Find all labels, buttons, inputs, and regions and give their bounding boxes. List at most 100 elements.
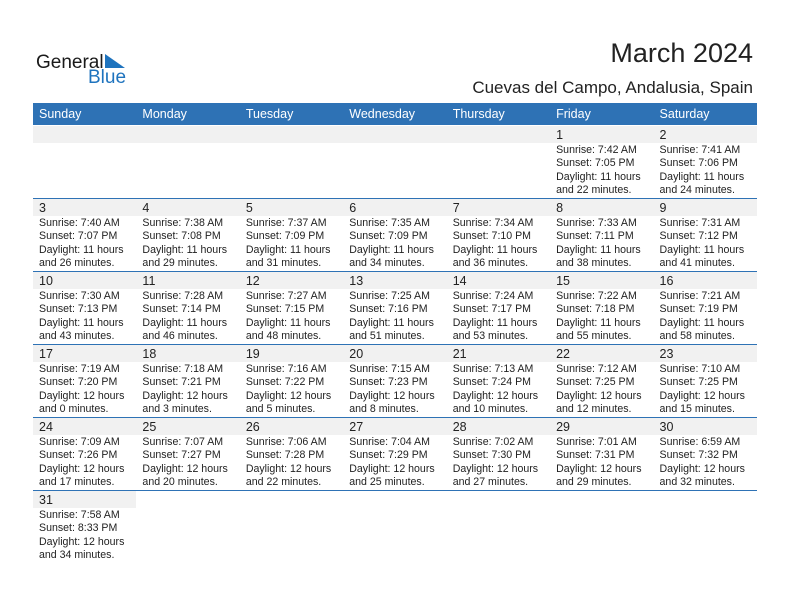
empty-cell [654,491,757,564]
sunset-text: Sunset: 7:13 PM [39,303,118,316]
sunset-text: Sunset: 7:07 PM [39,230,118,243]
sunset-text: Sunset: 7:14 PM [142,303,221,316]
week-row: 3 Sunrise: 7:40 AM Sunset: 7:07 PM Daylight… [33,198,757,272]
day-cell: 4 Sunrise: 7:38 AM Sunset: 7:08 PM Daylight… [136,199,240,272]
sunset-text: Sunset: 7:21 PM [142,376,221,389]
day-info: Sunrise: 7:24 AM Sunset: 7:17 PM Daylight:… [447,290,550,344]
day-cell: 6 Sunrise: 7:35 AM Sunset: 7:09 PM Daylight… [343,199,447,272]
daylight1-text: Daylight: 11 hours [659,243,745,256]
daylight1-text: Daylight: 11 hours [452,316,538,329]
daylight2-text: and 53 minutes. [452,330,529,343]
sunset-text: Sunset: 7:09 PM [349,230,428,243]
week-row: 1 Sunrise: 7:42 AM Sunset: 7:05 PM Daylight… [33,126,757,199]
daylight2-text: and 17 minutes. [39,476,115,489]
daylight1-text: Daylight: 11 hours [556,243,641,256]
sunrise-text: Sunrise: 7:01 AM [556,436,637,448]
day-info: Sunrise: 7:18 AM Sunset: 7:21 PM Daylight:… [136,363,239,417]
day-cell: 8 Sunrise: 7:33 AM Sunset: 7:11 PM Daylight… [550,199,654,272]
daylight2-text: and 36 minutes. [452,257,529,270]
day-info: Sunrise: 6:59 AM Sunset: 7:32 PM Daylight:… [654,436,757,490]
day-cell: 28 Sunrise: 7:02 AM Sunset: 7:30 PM Dayligh… [446,418,551,491]
daylight1-text: Daylight: 11 hours [349,316,434,329]
page-title: March 2024 [610,38,753,68]
daylight2-text: and 46 minutes. [142,330,218,343]
empty-cell [446,126,551,199]
daylight1-text: Daylight: 12 hours [452,462,539,475]
sunrise-text: Sunrise: 7:22 AM [556,290,637,302]
day-info: Sunrise: 7:25 AM Sunset: 7:16 PM Daylight:… [343,290,446,344]
daylight1-text: Daylight: 12 hours [142,462,228,475]
day-cell: 31 Sunrise: 7:58 AM Sunset: 8:33 PM Dayligh… [33,491,137,564]
day-number: 7 [446,199,551,216]
daylight2-text: and 3 minutes. [142,403,212,416]
daylight1-text: Daylight: 11 hours [245,243,331,256]
day-cell: 10 Sunrise: 7:30 AM Sunset: 7:13 PM Dayligh… [33,272,137,345]
sunrise-text: Sunrise: 7:16 AM [245,363,327,375]
sunrise-text: Sunrise: 7:12 AM [556,363,637,375]
day-info: Sunrise: 7:02 AM Sunset: 7:30 PM Daylight:… [447,436,550,490]
day-number: 11 [136,272,240,289]
day-info: Sunrise: 7:09 AM Sunset: 7:26 PM Daylight:… [33,436,136,490]
empty-cell [343,491,446,564]
logo-triangle-icon [105,54,125,68]
sunset-text: Sunset: 7:27 PM [142,449,221,462]
day-cell: 2 Sunrise: 7:41 AM Sunset: 7:06 PM Daylight… [653,126,757,199]
daylight2-text: and 22 minutes. [245,476,322,489]
daylight1-text: Daylight: 12 hours [349,389,435,402]
sunrise-text: Sunrise: 7:35 AM [349,217,430,229]
day-number: 24 [33,418,137,435]
day-number: 19 [239,345,344,362]
day-cell: 14 Sunrise: 7:24 AM Sunset: 7:17 PM Dayligh… [446,272,551,345]
day-info: Sunrise: 7:40 AM Sunset: 7:07 PM Daylight:… [33,217,136,271]
daylight2-text: and 20 minutes. [142,476,218,489]
day-number: 29 [550,418,654,435]
day-cell: 29 Sunrise: 7:01 AM Sunset: 7:31 PM Dayligh… [550,418,654,491]
daylight1-text: Daylight: 11 hours [245,316,331,329]
day-cell: 25 Sunrise: 7:07 AM Sunset: 7:27 PM Dayligh… [136,418,240,491]
daylight2-text: and 51 minutes. [349,330,425,343]
day-number: 26 [239,418,344,435]
day-info: Sunrise: 7:37 AM Sunset: 7:09 PM Daylight:… [240,217,343,271]
sunset-text: Sunset: 7:26 PM [39,449,118,462]
sunrise-text: Sunrise: 7:41 AM [659,144,741,156]
sunset-text: Sunset: 7:25 PM [659,376,738,389]
sunset-text: Sunset: 8:33 PM [39,522,118,535]
daylight1-text: Daylight: 12 hours [556,462,642,475]
sunset-text: Sunset: 7:30 PM [452,449,532,462]
day-info: Sunrise: 7:58 AM Sunset: 8:33 PM Daylight:… [33,509,136,563]
day-info: Sunrise: 7:41 AM Sunset: 7:06 PM Daylight:… [654,144,757,198]
day-info: Sunrise: 7:42 AM Sunset: 7:05 PM Daylight:… [550,144,653,198]
daylight1-text: Daylight: 11 hours [39,243,124,256]
day-info: Sunrise: 7:01 AM Sunset: 7:31 PM Daylight:… [550,436,653,490]
day-number: 21 [446,345,551,362]
empty-cell [447,491,550,564]
day-number: 6 [343,199,447,216]
day-info: Sunrise: 7:13 AM Sunset: 7:24 PM Daylight:… [447,363,550,417]
daylight2-text: and 12 minutes. [556,403,632,416]
day-number: 18 [136,345,240,362]
sunset-text: Sunset: 7:09 PM [245,230,325,243]
day-cell: 19 Sunrise: 7:16 AM Sunset: 7:22 PM Dayligh… [239,345,344,418]
day-number: 15 [550,272,654,289]
sunrise-text: Sunrise: 7:06 AM [245,436,327,448]
daylight1-text: Daylight: 12 hours [556,389,642,402]
day-info: Sunrise: 7:31 AM Sunset: 7:12 PM Daylight:… [654,217,757,271]
day-number: 12 [239,272,344,289]
day-cell: 26 Sunrise: 7:06 AM Sunset: 7:28 PM Dayligh… [239,418,344,491]
daylight2-text: and 43 minutes. [39,330,115,343]
day-number: 9 [653,199,757,216]
day-info: Sunrise: 7:21 AM Sunset: 7:19 PM Daylight:… [654,290,757,344]
daylight2-text: and 34 minutes. [39,549,115,562]
sunrise-text: Sunrise: 7:18 AM [142,363,224,375]
sunrise-text: Sunrise: 7:09 AM [39,436,120,448]
daylight1-text: Daylight: 12 hours [39,462,125,475]
day-cell: 11 Sunrise: 7:28 AM Sunset: 7:14 PM Dayligh… [136,272,240,345]
empty-day-strip [239,126,344,143]
empty-day-strip [136,126,240,143]
sunrise-text: Sunrise: 7:33 AM [556,217,637,229]
empty-day-strip [446,126,551,143]
daylight1-text: Daylight: 11 hours [659,170,745,183]
day-number: 8 [550,199,654,216]
daylight1-text: Daylight: 12 hours [659,389,745,402]
